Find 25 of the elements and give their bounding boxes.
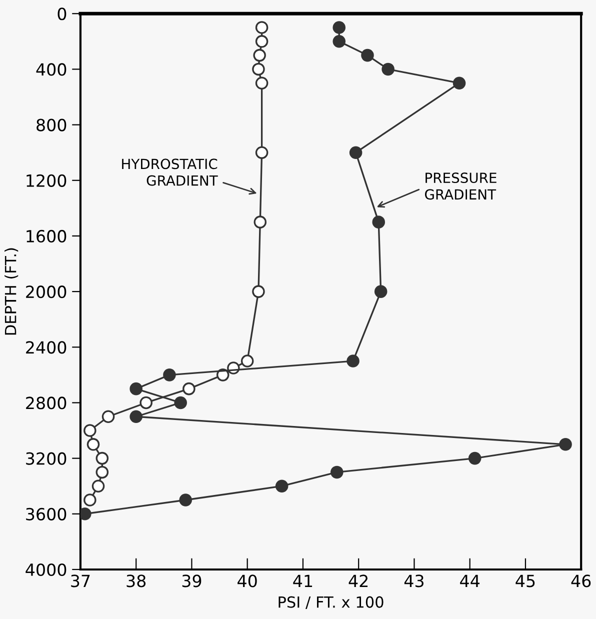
y-tick-label: 2400: [26, 341, 66, 354]
y-tick-label: 1200: [26, 174, 66, 187]
y-tick-label: 1600: [26, 230, 66, 243]
y-tick-label: 3200: [26, 452, 66, 465]
y-tick-label: 3600: [26, 508, 66, 520]
x-tick-label: 39: [182, 574, 202, 588]
x-tick-label: 45: [516, 574, 535, 588]
x-tick-label: 40: [238, 574, 257, 588]
x-tick-label: 44: [460, 574, 480, 588]
y-axis-title: DEPTH (FT.): [4, 248, 18, 335]
x-tick-label: 42: [348, 574, 368, 588]
y-tick-label: 2000: [26, 286, 66, 298]
y-tick-label: 0: [58, 8, 66, 20]
y-tick-label: 4000: [26, 563, 66, 576]
y-tick-label: 2800: [26, 396, 66, 410]
x-tick-label: 41: [293, 574, 312, 588]
x-axis-title: PSI / FT. x 100: [278, 596, 384, 610]
y-tick-label: 800: [36, 118, 66, 132]
y-tick-label: 400: [36, 63, 66, 76]
x-tick-label: 46: [571, 574, 591, 588]
x-tick-label: 38: [126, 574, 146, 588]
x-tick-label: 43: [404, 574, 424, 588]
annotation: PRESSURE GRADIENT: [425, 172, 496, 200]
annotation: HYDROSTATIC GRADIENT: [122, 158, 218, 186]
x-tick-label: 37: [71, 574, 90, 588]
